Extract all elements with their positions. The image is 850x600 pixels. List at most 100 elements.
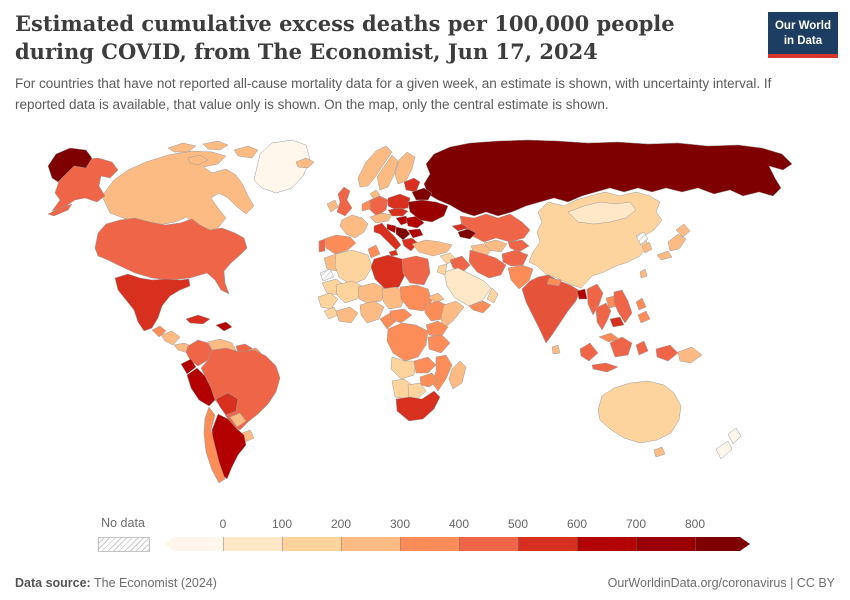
legend-segment[interactable] — [518, 537, 577, 551]
country-uganda-kenya[interactable] — [425, 320, 449, 338]
country-france[interactable] — [339, 214, 369, 239]
country-tanzania[interactable] — [427, 334, 451, 354]
country-tasmania[interactable] — [653, 446, 666, 458]
country-south-korea[interactable] — [641, 241, 653, 254]
country-sierra-leone-liberia[interactable] — [323, 306, 339, 320]
country-georgia[interactable] — [451, 223, 469, 232]
country-papua-new-guinea[interactable] — [677, 346, 703, 364]
country-united-kingdom[interactable] — [336, 186, 353, 217]
country-mali[interactable] — [335, 280, 365, 304]
country-libya[interactable] — [370, 254, 407, 290]
country-norway[interactable] — [357, 145, 393, 188]
legend-no-data-swatch[interactable] — [98, 537, 150, 552]
owid-logo[interactable]: Our World in Data — [767, 12, 838, 58]
country-mongolia[interactable] — [567, 201, 637, 225]
country-benelux[interactable] — [361, 199, 371, 212]
country-kazakhstan[interactable] — [459, 213, 531, 243]
country-hispaniola[interactable] — [215, 321, 233, 332]
country-switzerland-austria[interactable] — [369, 212, 393, 224]
legend-segment[interactable] — [695, 537, 750, 551]
country-nepal[interactable] — [546, 277, 562, 287]
country-india[interactable] — [521, 274, 581, 344]
footer-attribution-link[interactable]: OurWorldinData.org/coronavirus | CC BY — [607, 576, 835, 590]
legend-segment[interactable] — [341, 537, 400, 551]
country-sweden[interactable] — [376, 154, 399, 191]
country-bolivia[interactable] — [215, 392, 239, 416]
country-spain[interactable] — [323, 234, 357, 255]
russia-chukotka[interactable] — [47, 147, 93, 183]
country-zambia[interactable] — [413, 356, 437, 374]
country-canada-arctic-islands[interactable] — [167, 140, 259, 166]
country-yemen[interactable] — [468, 300, 492, 314]
country-cuba[interactable] — [185, 314, 211, 325]
country-central-african-republic[interactable] — [389, 308, 413, 324]
country-belarus[interactable] — [411, 187, 433, 201]
country-iran[interactable] — [468, 249, 507, 279]
country-indonesia[interactable] — [579, 336, 679, 373]
country-ecuador[interactable] — [180, 358, 197, 375]
country-jordan-israel[interactable] — [436, 263, 448, 276]
country-zimbabwe[interactable] — [419, 372, 439, 388]
country-mozambique[interactable] — [431, 354, 453, 392]
country-cambodia[interactable] — [609, 316, 625, 328]
country-taiwan[interactable] — [639, 268, 648, 279]
country-western-sahara[interactable] — [319, 268, 335, 282]
country-new-zealand[interactable] — [715, 427, 742, 460]
country-denmark[interactable] — [369, 189, 381, 200]
country-ivory-coast-ghana[interactable] — [335, 306, 359, 324]
country-usa[interactable] — [94, 217, 248, 295]
country-niger[interactable] — [357, 282, 387, 304]
country-iceland[interactable] — [295, 157, 315, 169]
country-italy[interactable] — [373, 222, 402, 257]
country-finland[interactable] — [394, 151, 416, 185]
country-dr-congo[interactable] — [386, 322, 429, 362]
country-thailand[interactable] — [595, 302, 612, 331]
country-turkey[interactable] — [411, 239, 453, 257]
country-honduras-nicaragua[interactable] — [160, 330, 181, 346]
country-armenia-azerbaijan[interactable] — [457, 228, 477, 240]
country-botswana[interactable] — [407, 382, 427, 400]
country-bosnia-croatia[interactable] — [386, 223, 397, 234]
country-russia[interactable] — [423, 139, 793, 217]
country-eritrea[interactable] — [427, 292, 445, 304]
country-paraguay[interactable] — [229, 412, 247, 428]
country-tunisia[interactable] — [367, 244, 381, 259]
country-chile[interactable] — [203, 406, 226, 484]
country-guatemala[interactable] — [151, 325, 167, 338]
country-ireland[interactable] — [326, 199, 339, 213]
legend-segment[interactable] — [282, 537, 341, 551]
legend-segment[interactable] — [223, 537, 282, 551]
country-kyrgyzstan-tajikistan[interactable] — [507, 239, 530, 253]
country-canada[interactable] — [101, 150, 255, 233]
aleutian-islands[interactable] — [47, 203, 73, 217]
country-germany[interactable] — [369, 195, 389, 217]
country-japan[interactable] — [656, 223, 691, 261]
legend-segment[interactable] — [400, 537, 459, 551]
country-north-korea[interactable] — [635, 231, 649, 246]
country-ukraine[interactable] — [407, 199, 449, 223]
country-vietnam[interactable] — [613, 289, 633, 324]
legend-segment[interactable] — [636, 537, 695, 551]
country-saudi-arabia[interactable] — [443, 267, 492, 307]
country-mexico[interactable] — [114, 273, 191, 332]
country-poland[interactable] — [387, 193, 411, 211]
country-afghanistan[interactable] — [501, 249, 529, 267]
country-baltics[interactable] — [403, 177, 421, 193]
country-myanmar[interactable] — [586, 283, 604, 316]
legend-segment[interactable] — [459, 537, 518, 551]
country-peru[interactable] — [186, 367, 216, 407]
legend-bar[interactable] — [164, 537, 750, 551]
country-chad[interactable] — [381, 286, 407, 310]
country-angola[interactable] — [390, 356, 417, 380]
country-czech-slovakia[interactable] — [387, 207, 409, 217]
country-australia[interactable] — [597, 380, 682, 444]
country-algeria[interactable] — [334, 249, 373, 286]
country-philippines[interactable] — [635, 297, 651, 324]
country-nigeria[interactable] — [359, 300, 385, 324]
country-portugal[interactable] — [318, 238, 326, 253]
country-iraq[interactable] — [449, 255, 471, 273]
country-bangladesh[interactable] — [576, 288, 588, 300]
country-serbia-balkans[interactable] — [395, 226, 411, 241]
country-oman[interactable] — [486, 287, 499, 304]
country-south-africa[interactable] — [395, 390, 441, 422]
